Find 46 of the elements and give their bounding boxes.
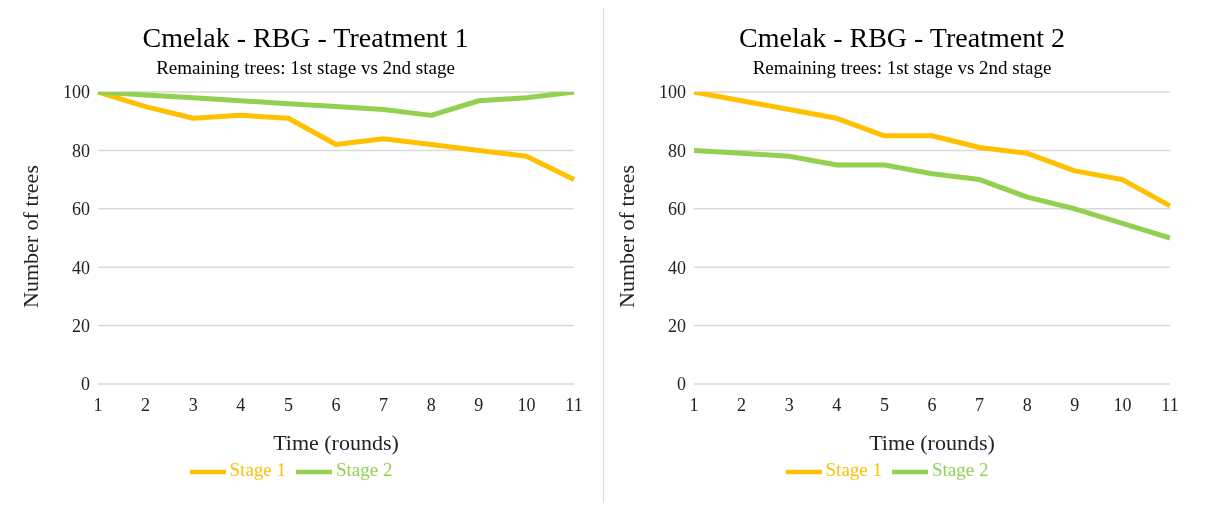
- x-tick-label: 6: [927, 394, 937, 415]
- legend-label: Stage 1: [229, 459, 286, 481]
- x-tick-label: 7: [975, 394, 985, 415]
- x-tick-label: 1: [689, 394, 699, 415]
- y-tick-label: 40: [72, 257, 90, 278]
- x-tick-label: 9: [474, 394, 484, 415]
- y-tick-label: 20: [72, 315, 90, 336]
- x-tick-label: 8: [1022, 394, 1032, 415]
- y-tick-label: 60: [72, 199, 90, 220]
- y-tick-label: 0: [81, 374, 90, 395]
- y-tick-label: 100: [659, 82, 686, 103]
- x-tick-label: 2: [737, 394, 747, 415]
- legend-label: Stage 2: [932, 459, 989, 481]
- x-tick-label: 8: [426, 394, 436, 415]
- x-axis-title: Time (rounds): [273, 430, 399, 455]
- x-tick-label: 3: [784, 394, 794, 415]
- x-tick-label: 1: [93, 394, 103, 415]
- chart-subtitle: Remaining trees: 1st stage vs 2nd stage: [751, 56, 1053, 80]
- chart-subtitle: Remaining trees: 1st stage vs 2nd stage: [155, 56, 456, 80]
- x-tick-label: 5: [879, 394, 889, 415]
- x-tick-label: 6: [331, 394, 341, 415]
- y-tick-label: 40: [668, 257, 686, 278]
- legend-label: Stage 2: [336, 459, 393, 481]
- y-tick-label: 80: [72, 140, 90, 161]
- y-tick-label: 60: [668, 199, 686, 220]
- y-tick-label: 100: [63, 82, 90, 103]
- x-tick-label: 10: [1113, 394, 1132, 415]
- x-tick-label: 4: [832, 394, 842, 415]
- y-tick-label: 20: [668, 315, 686, 336]
- legend-label: Stage 1: [825, 459, 882, 481]
- chart-title: Cmelak - RBG - Treatment 1: [141, 22, 470, 54]
- x-tick-label: 10: [517, 394, 536, 415]
- x-tick-label: 11: [565, 394, 583, 415]
- y-axis-title: Number of trees: [17, 165, 43, 308]
- x-tick-label: 7: [379, 394, 389, 415]
- x-tick-label: 11: [1161, 394, 1179, 415]
- x-tick-label: 4: [236, 394, 246, 415]
- x-tick-label: 9: [1070, 394, 1080, 415]
- x-axis-title: Time (rounds): [869, 430, 995, 455]
- chart-title: Cmelak - RBG - Treatment 2: [738, 22, 1066, 54]
- y-tick-label: 0: [677, 374, 686, 395]
- x-tick-label: 2: [141, 394, 151, 415]
- y-tick-label: 80: [668, 140, 686, 161]
- y-axis-title: Number of trees: [613, 165, 639, 308]
- x-tick-label: 5: [283, 394, 293, 415]
- x-tick-label: 3: [188, 394, 198, 415]
